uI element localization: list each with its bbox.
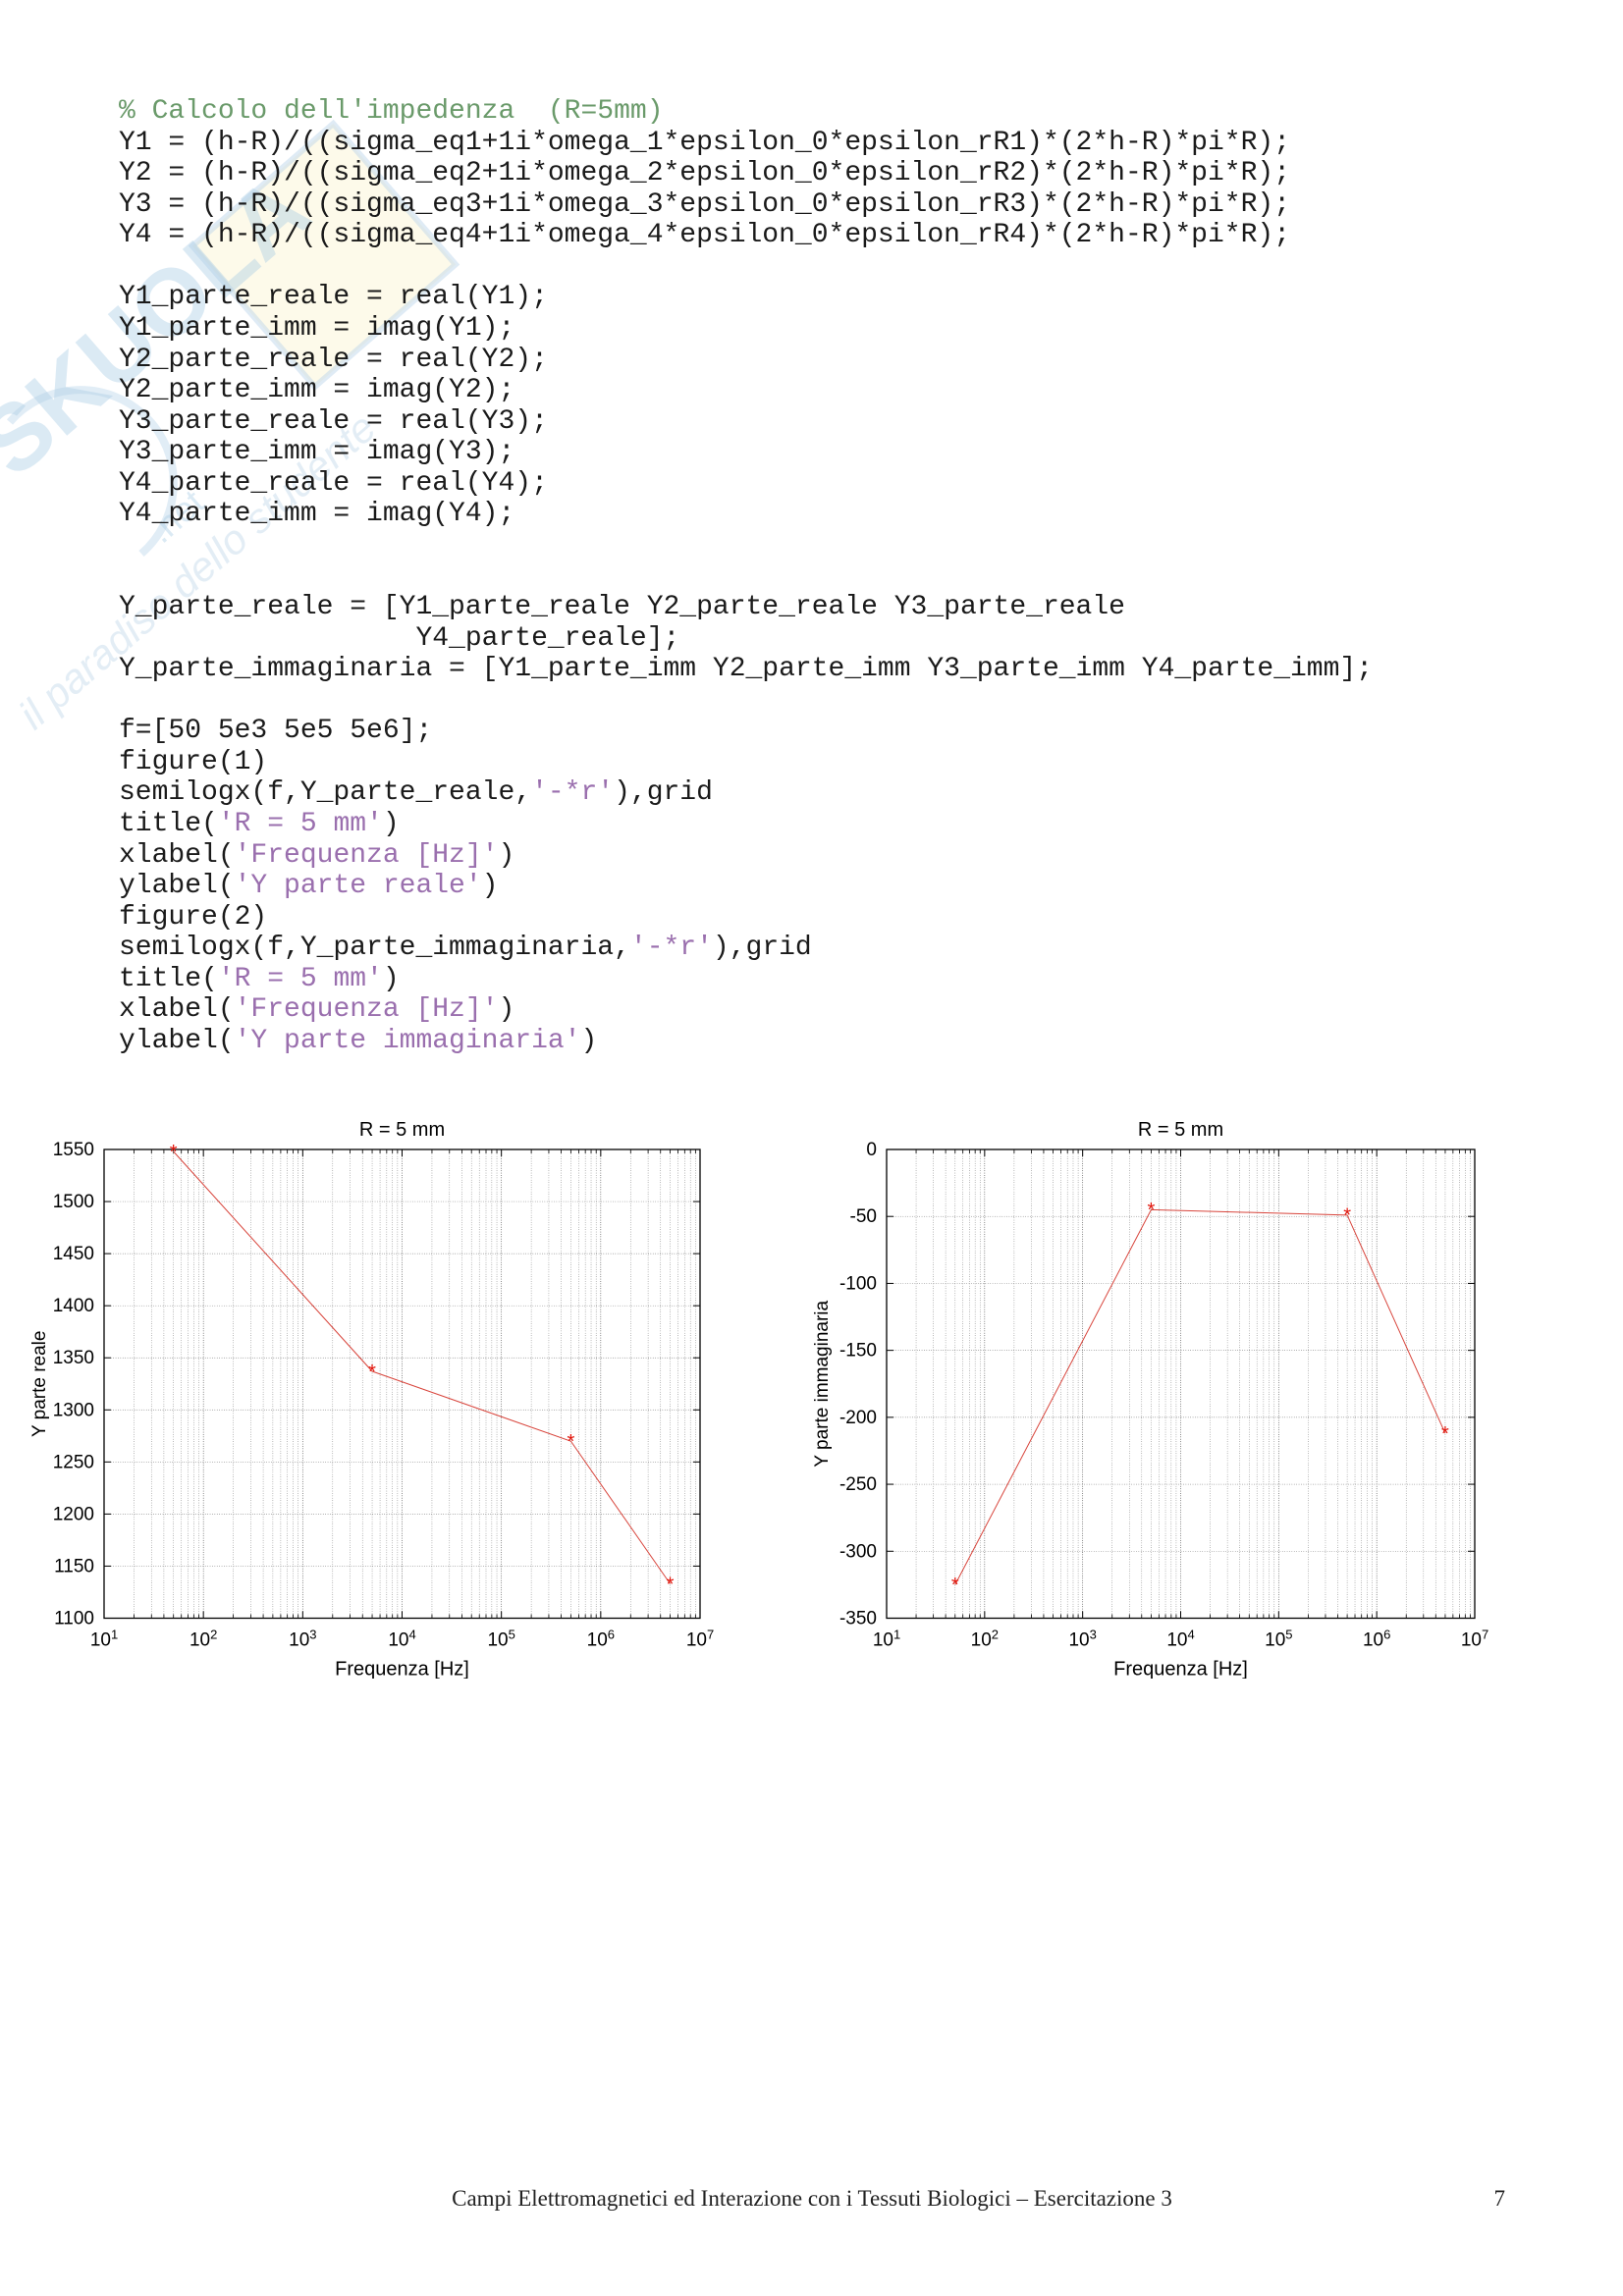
svg-text:105: 105	[487, 1627, 514, 1651]
svg-text:*: *	[1441, 1423, 1449, 1445]
svg-text:*: *	[1343, 1205, 1351, 1227]
svg-text:-300: -300	[839, 1541, 877, 1562]
svg-text:104: 104	[388, 1627, 415, 1651]
svg-text:102: 102	[189, 1627, 217, 1651]
svg-text:-250: -250	[839, 1474, 877, 1495]
svg-text:103: 103	[1068, 1627, 1096, 1651]
svg-text:101: 101	[873, 1627, 900, 1651]
svg-text:1550: 1550	[53, 1140, 94, 1160]
svg-text:-200: -200	[839, 1408, 877, 1428]
svg-text:*: *	[667, 1574, 675, 1595]
svg-text:1450: 1450	[53, 1244, 94, 1264]
svg-text:1300: 1300	[53, 1400, 94, 1420]
svg-text:103: 103	[289, 1627, 316, 1651]
svg-text:1100: 1100	[54, 1609, 94, 1629]
svg-text:0: 0	[866, 1140, 877, 1160]
svg-text:Y parte reale: Y parte reale	[29, 1331, 50, 1437]
svg-text:R = 5 mm: R = 5 mm	[359, 1119, 445, 1141]
svg-text:1500: 1500	[53, 1192, 94, 1212]
svg-text:R = 5 mm: R = 5 mm	[1138, 1119, 1223, 1141]
svg-text:106: 106	[587, 1627, 615, 1651]
svg-text:1200: 1200	[53, 1504, 94, 1524]
svg-text:1350: 1350	[53, 1348, 94, 1368]
svg-text:*: *	[567, 1431, 574, 1453]
svg-text:Frequenza [Hz]: Frequenza [Hz]	[1113, 1659, 1248, 1680]
svg-text:*: *	[368, 1362, 376, 1383]
svg-text:Y parte immaginaria: Y parte immaginaria	[812, 1300, 833, 1467]
svg-text:104: 104	[1166, 1627, 1194, 1651]
svg-text:*: *	[951, 1575, 959, 1596]
svg-text:-100: -100	[839, 1273, 877, 1294]
svg-text:1400: 1400	[53, 1296, 94, 1316]
svg-text:1150: 1150	[54, 1556, 94, 1576]
svg-text:*: *	[1148, 1200, 1156, 1221]
svg-text:105: 105	[1265, 1627, 1292, 1651]
svg-text:-50: -50	[850, 1206, 877, 1227]
svg-text:-350: -350	[839, 1609, 877, 1629]
svg-text:-150: -150	[839, 1341, 877, 1362]
svg-text:1250: 1250	[53, 1452, 94, 1472]
svg-text:101: 101	[90, 1627, 118, 1651]
svg-text:Frequenza [Hz]: Frequenza [Hz]	[335, 1659, 469, 1680]
svg-text:*: *	[170, 1142, 178, 1163]
svg-text:102: 102	[971, 1627, 999, 1651]
svg-text:106: 106	[1363, 1627, 1390, 1651]
svg-text:107: 107	[1461, 1627, 1488, 1651]
svg-text:107: 107	[686, 1627, 714, 1651]
